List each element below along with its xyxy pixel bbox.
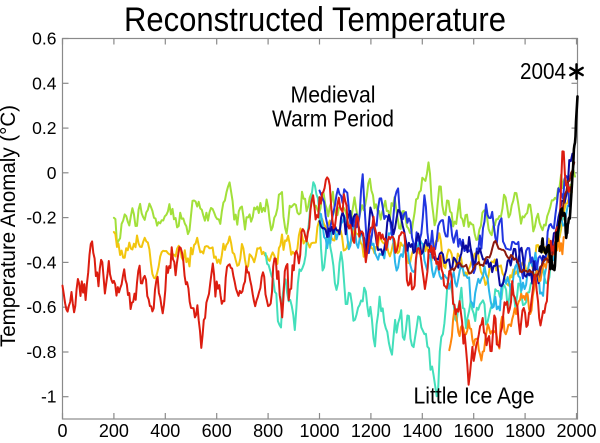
- svg-text:1600: 1600: [454, 421, 494, 441]
- svg-text:Little Ice Age: Little Ice Age: [414, 383, 535, 409]
- svg-text:2004: 2004: [520, 58, 566, 84]
- svg-text:200: 200: [99, 421, 129, 441]
- svg-text:Temperature Anomaly (°C): Temperature Anomaly (°C): [0, 105, 20, 347]
- svg-text:1400: 1400: [402, 421, 442, 441]
- svg-text:Warm Period: Warm Period: [272, 106, 394, 132]
- svg-text:1000: 1000: [299, 421, 339, 441]
- svg-text:-0.4: -0.4: [26, 252, 56, 272]
- svg-text:-0.8: -0.8: [26, 342, 56, 362]
- svg-text:0: 0: [47, 163, 57, 183]
- svg-text:0.6: 0.6: [32, 29, 56, 49]
- svg-text:1800: 1800: [505, 421, 545, 441]
- svg-text:800: 800: [253, 421, 283, 441]
- svg-text:2000: 2000: [556, 421, 596, 441]
- svg-text:-0.6: -0.6: [26, 297, 56, 317]
- svg-text:Reconstructed Temperature: Reconstructed Temperature: [124, 1, 506, 39]
- svg-text:0.4: 0.4: [32, 73, 57, 93]
- svg-text:-1: -1: [41, 387, 57, 407]
- svg-text:400: 400: [150, 421, 180, 441]
- svg-text:-0.2: -0.2: [26, 208, 56, 228]
- svg-text:Medieval: Medieval: [291, 82, 376, 108]
- svg-text:600: 600: [202, 421, 232, 441]
- svg-text:1200: 1200: [351, 421, 391, 441]
- svg-text:0.2: 0.2: [32, 118, 56, 138]
- svg-text:0: 0: [57, 421, 67, 441]
